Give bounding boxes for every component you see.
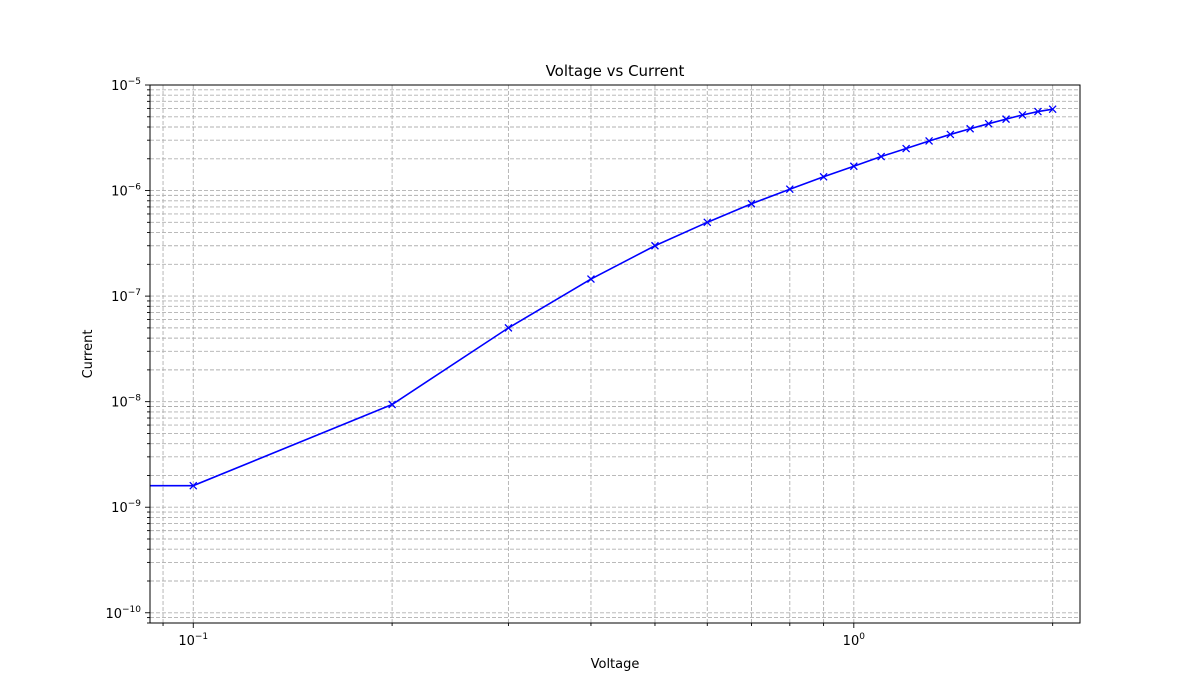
data-point-marker [504, 323, 513, 332]
data-point-marker [388, 400, 397, 409]
x-tick-label: 10−1 [178, 632, 208, 649]
data-point-marker [1018, 111, 1027, 119]
data-point-marker [1002, 115, 1010, 124]
data-point-marker [785, 185, 794, 194]
chart-title: Voltage vs Current [546, 62, 685, 80]
y-axis-label: Current [81, 330, 96, 379]
y-tick-label: 10−9 [111, 499, 141, 516]
axis-ticks: 10−1 100 10−10 10−9 10−8 10−7 10−6 10−5 [105, 77, 1054, 649]
data-point-marker [877, 152, 886, 161]
data-point-marker [651, 241, 659, 250]
plot-frame [149, 84, 1081, 624]
y-tick-label: 10−8 [111, 394, 141, 411]
data-point-marker [984, 119, 993, 128]
data-point-marker [747, 199, 756, 208]
grid-lines [150, 84, 1080, 624]
y-tick-label: 10−10 [105, 605, 141, 622]
data-point-marker [849, 162, 858, 171]
data-point-marker [189, 481, 198, 490]
data-point-marker [1048, 105, 1057, 114]
data-series [150, 105, 1057, 490]
x-tick-label: 100 [843, 632, 866, 649]
y-tick-label: 10−6 [111, 183, 141, 200]
data-point-marker [1033, 107, 1042, 116]
data-point-marker [946, 130, 955, 139]
x-axis-label: Voltage [591, 657, 640, 672]
data-point-marker [902, 144, 911, 153]
y-tick-label: 10−5 [111, 77, 141, 94]
data-point-marker [703, 218, 712, 227]
series-line [150, 108, 1053, 487]
data-point-marker [966, 124, 975, 133]
data-point-marker [819, 172, 828, 181]
data-point-marker [925, 137, 934, 145]
y-tick-label: 10−7 [111, 288, 141, 305]
data-point-marker [586, 275, 595, 284]
